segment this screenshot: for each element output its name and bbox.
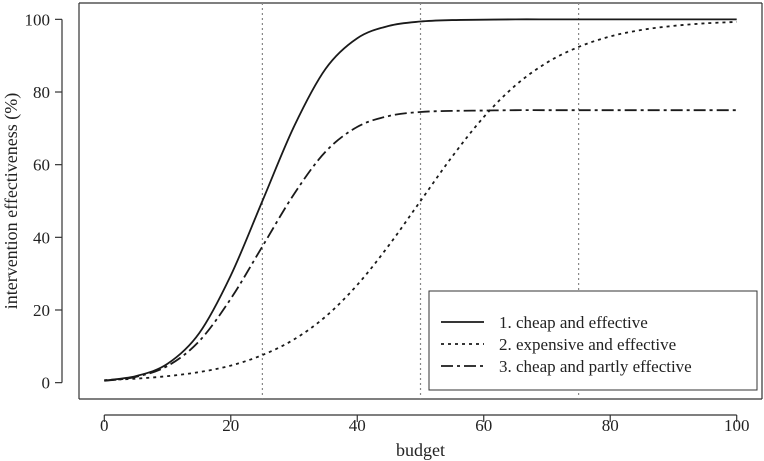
series-line-1 [104, 18, 737, 382]
y-tick-label: 40 [33, 228, 50, 247]
x-tick-label: 40 [349, 416, 366, 435]
x-axis: 0 20 40 60 80 100 [100, 414, 750, 435]
legend-label: 3. cheap and partly effective [499, 357, 692, 376]
x-tick-label: 60 [475, 416, 492, 435]
y-axis-label: intervention effectiveness (%) [1, 93, 22, 310]
y-tick-label: 60 [33, 156, 50, 175]
series-line-2 [104, 20, 737, 382]
x-tick-label: 100 [724, 416, 750, 435]
x-tick-label: 20 [222, 416, 239, 435]
y-tick-label: 80 [33, 83, 50, 102]
y-tick-label: 100 [25, 10, 51, 29]
x-tick-label: 80 [602, 416, 619, 435]
legend-label: 2. expensive and effective [499, 335, 676, 354]
y-axis: 0 20 40 60 80 100 [25, 10, 63, 393]
x-tick-label: 0 [100, 416, 109, 435]
legend: 1. cheap and effective 2. expensive and e… [428, 290, 758, 391]
series-lines [104, 18, 737, 382]
legend-label: 1. cheap and effective [499, 313, 648, 332]
y-tick-label: 20 [33, 301, 50, 320]
series-line-3 [104, 109, 737, 382]
y-tick-label: 0 [42, 374, 51, 393]
x-axis-label: budget [396, 440, 445, 460]
legend-box [428, 290, 758, 391]
